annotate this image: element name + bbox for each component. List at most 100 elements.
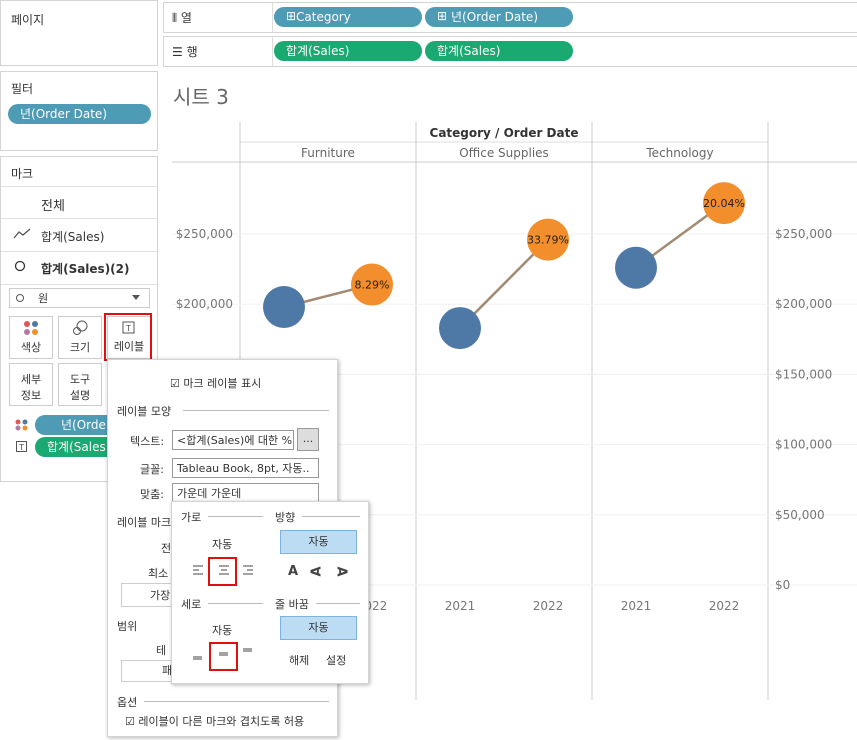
y2-tick-label: $50,000 bbox=[775, 508, 825, 522]
wrap-auto[interactable]: 자동 bbox=[280, 616, 357, 640]
circle-icon bbox=[14, 260, 26, 272]
section-title: 옵션 bbox=[117, 694, 142, 710]
text-icon: T bbox=[16, 441, 27, 452]
category-header: Office Supplies bbox=[459, 146, 549, 160]
alignment-popup: 가로 방향 자동 자동 A A A 세로 줄 바꿈 자동 자동 해제 설정 bbox=[171, 501, 369, 684]
rows-shelf: ☰ 행 합계(Sales) 합계(Sales) bbox=[163, 36, 857, 67]
filters-title: 필터 bbox=[11, 82, 34, 96]
rows-label: 행 bbox=[186, 45, 198, 59]
tooltip-button[interactable]: 도구 설명 bbox=[58, 363, 102, 406]
column-pill[interactable]: Category bbox=[274, 7, 422, 27]
growth-label: 20.04% bbox=[703, 197, 745, 210]
overlap-checkbox[interactable]: ☑ 레이블이 다른 마크와 겹치도록 허용 bbox=[125, 715, 305, 728]
row-pill[interactable]: 합계(Sales) bbox=[274, 41, 422, 61]
fragment: 최소 bbox=[148, 567, 169, 580]
fragment: 전 bbox=[161, 542, 172, 555]
button-label: 크기 bbox=[69, 341, 91, 354]
row-pill[interactable]: 합계(Sales) bbox=[425, 41, 573, 61]
plus-icon: ⊞ bbox=[437, 9, 448, 23]
filter-pill[interactable]: 년(Order Date) bbox=[8, 104, 151, 124]
field-label: 글꼴: bbox=[140, 463, 164, 476]
more-button[interactable]: ... bbox=[297, 428, 319, 451]
columns-shelf: ⫴ 열 Category 년(Order Date) ⊞ ⊞ bbox=[163, 2, 857, 33]
checkbox-label: 레이블이 다른 마크와 겹치도록 허용 bbox=[138, 715, 305, 728]
filters-card: 필터 년(Order Date) bbox=[0, 71, 158, 151]
dot bbox=[527, 218, 569, 261]
color-icon bbox=[15, 419, 28, 431]
marks-pill[interactable]: 년(Order bbox=[35, 415, 125, 435]
button-label: 레이블 bbox=[113, 340, 145, 353]
marks-layer[interactable]: 합계(Sales)(2) bbox=[41, 262, 130, 276]
mark-type-dropdown[interactable]: 원 bbox=[9, 288, 150, 308]
wrap-off[interactable]: 해제 bbox=[289, 654, 310, 667]
pages-title: 페이지 bbox=[11, 13, 45, 27]
text-field[interactable]: <합계(Sales)에 대한 % bbox=[172, 430, 294, 450]
dot bbox=[263, 286, 305, 329]
dot bbox=[351, 263, 393, 306]
section-title: 방향 bbox=[275, 511, 296, 524]
column-header-title: Category / Order Date bbox=[430, 126, 579, 140]
button-label: 세부 정보 bbox=[20, 373, 42, 402]
y2-tick-label: $150,000 bbox=[775, 367, 832, 381]
rotation-option[interactable]: A bbox=[333, 566, 349, 577]
direction-auto[interactable]: 자동 bbox=[280, 530, 357, 554]
category-header: Furniture bbox=[301, 146, 355, 160]
color-button[interactable]: 색상 bbox=[9, 316, 53, 359]
plus-icon: ⊞ bbox=[286, 9, 297, 23]
svg-text:T: T bbox=[18, 443, 24, 452]
section-title: 줄 바꿈 bbox=[275, 598, 309, 611]
sheet-title: 시트 3 bbox=[173, 85, 229, 109]
align-dropdown[interactable]: 가운데 가운데 bbox=[172, 483, 319, 503]
h-align-icons[interactable] bbox=[190, 564, 262, 578]
marks-all[interactable]: 전체 bbox=[41, 199, 65, 214]
fragment: 테 bbox=[156, 644, 167, 657]
fragment: 패 bbox=[121, 660, 181, 682]
growth-label: 33.79% bbox=[527, 234, 569, 247]
v-align-icons[interactable] bbox=[190, 647, 262, 661]
section-title: 가로 bbox=[181, 511, 202, 524]
circle-icon bbox=[16, 294, 24, 302]
font-dropdown[interactable]: Tableau Book, 8pt, 자동.. bbox=[172, 458, 319, 478]
button-label: 색상 bbox=[20, 341, 42, 354]
y2-tick-label: $0 bbox=[775, 578, 790, 592]
y-tick-label: $250,000 bbox=[176, 227, 233, 241]
svg-text:T: T bbox=[125, 324, 131, 333]
y2-tick-label: $100,000 bbox=[775, 438, 832, 452]
highlight bbox=[208, 557, 237, 586]
auto-option[interactable]: 자동 bbox=[212, 538, 233, 551]
wrap-on[interactable]: 설정 bbox=[326, 654, 347, 667]
x-tick-label: 2022 bbox=[709, 599, 740, 613]
growth-label: 8.29% bbox=[355, 279, 390, 292]
category-header: Technology bbox=[645, 146, 713, 160]
dropdown-arrow bbox=[132, 295, 140, 300]
shelf-label: ⫴ 열 bbox=[172, 11, 192, 25]
button-label: 도구 설명 bbox=[69, 373, 91, 402]
rotation-option[interactable]: A bbox=[288, 564, 299, 579]
y2-tick-label: $200,000 bbox=[775, 297, 832, 311]
dot bbox=[439, 307, 481, 350]
rotation-option[interactable]: A bbox=[309, 566, 325, 577]
y-tick-label: $200,000 bbox=[176, 297, 233, 311]
field-label: 맞춤: bbox=[140, 488, 164, 501]
marks-title: 마크 bbox=[11, 167, 34, 181]
section-title: 세로 bbox=[181, 598, 202, 611]
section-title: 레이블 마크 bbox=[117, 516, 172, 529]
detail-button[interactable]: 세부 정보 bbox=[9, 363, 53, 406]
size-button[interactable]: 크기 bbox=[58, 316, 102, 359]
checkbox-label: 마크 레이블 표시 bbox=[183, 377, 262, 390]
marks-layer[interactable]: 합계(Sales) bbox=[41, 230, 105, 244]
highlight bbox=[209, 642, 238, 671]
pages-card: 페이지 bbox=[0, 0, 158, 66]
show-labels-checkbox[interactable]: ☑ 마크 레이블 표시 bbox=[170, 377, 262, 390]
dot bbox=[615, 246, 657, 289]
marks-pill[interactable]: 합계(Sales) bbox=[35, 437, 125, 457]
column-pill[interactable]: 년(Order Date) bbox=[425, 7, 573, 27]
y2-tick-label: $250,000 bbox=[775, 227, 832, 241]
x-tick-label: 2021 bbox=[445, 599, 476, 613]
auto-option[interactable]: 자동 bbox=[212, 624, 233, 637]
x-tick-label: 2022 bbox=[533, 599, 564, 613]
field-label: 텍스트: bbox=[130, 435, 165, 448]
section-title: 범위 bbox=[117, 620, 138, 633]
